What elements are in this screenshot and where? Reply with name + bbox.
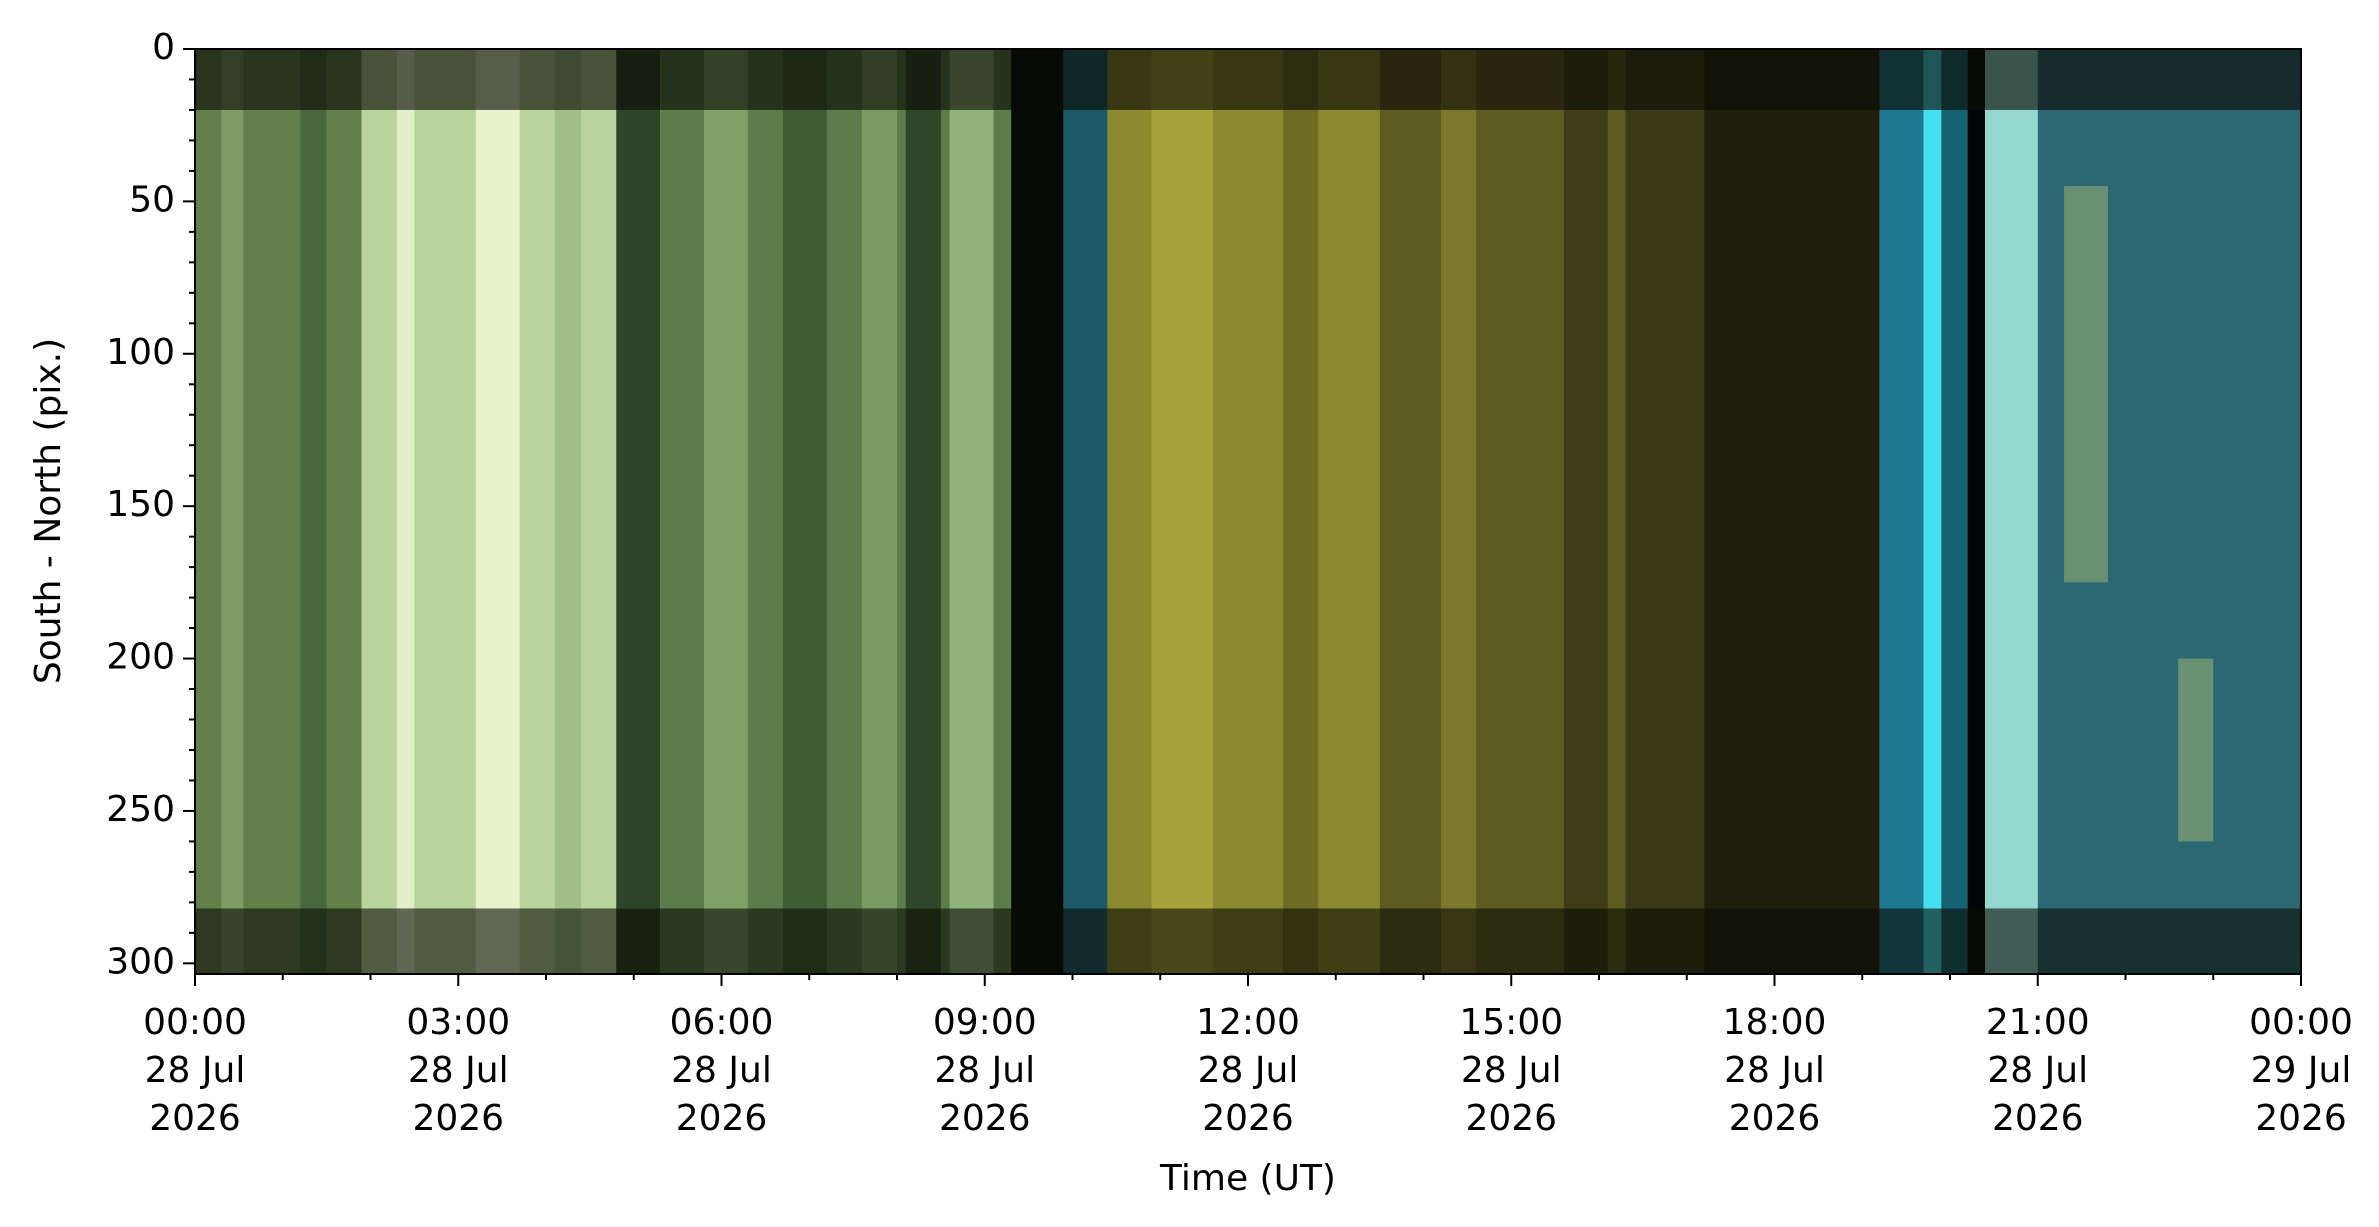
x-tick-label: 2026 [412, 1098, 504, 1139]
x-tick-label: 15:00 [1459, 1002, 1563, 1043]
y-tick-label: 300 [106, 941, 175, 982]
x-tick-label: 2026 [939, 1098, 1031, 1139]
x-tick-label: 28 Jul [1724, 1050, 1825, 1091]
x-tick-label: 28 Jul [145, 1050, 246, 1091]
x-tick-label: 2026 [1465, 1098, 1557, 1139]
keogram-image [195, 49, 2301, 974]
x-tick-label: 21:00 [1986, 1002, 2090, 1043]
x-tick-label: 28 Jul [1461, 1050, 1562, 1091]
x-tick-label: 2026 [2255, 1098, 2347, 1139]
x-tick-label: 2026 [1729, 1098, 1821, 1139]
y-tick-label: 200 [106, 637, 175, 678]
x-tick-label: 28 Jul [934, 1050, 1035, 1091]
y-axis-label: South - North (pix.) [28, 338, 69, 684]
x-tick-label: 28 Jul [1987, 1050, 2088, 1091]
x-tick-label: 03:00 [406, 1002, 510, 1043]
x-tick-label: 00:00 [143, 1002, 247, 1043]
x-tick-label: 2026 [676, 1098, 768, 1139]
x-tick-label: 00:00 [2249, 1002, 2353, 1043]
x-tick-label: 28 Jul [1198, 1050, 1299, 1091]
x-tick-label: 2026 [1202, 1098, 1294, 1139]
x-tick-label: 2026 [1992, 1098, 2084, 1139]
x-tick-label: 28 Jul [408, 1050, 509, 1091]
y-tick-label: 100 [106, 332, 175, 373]
y-tick-label: 150 [106, 484, 175, 525]
y-tick-label: 250 [106, 789, 175, 830]
x-tick-label: 2026 [149, 1098, 241, 1139]
x-tick-label: 06:00 [670, 1002, 774, 1043]
x-tick-label: 18:00 [1723, 1002, 1827, 1043]
x-tick-label: 29 Jul [2251, 1050, 2352, 1091]
x-tick-label: 28 Jul [671, 1050, 772, 1091]
x-tick-label: 12:00 [1196, 1002, 1300, 1043]
y-tick-label: 50 [129, 179, 175, 220]
x-tick-label: 09:00 [933, 1002, 1037, 1043]
x-axis-label: Time (UT) [1159, 1158, 1336, 1199]
y-tick-label: 0 [152, 27, 175, 68]
